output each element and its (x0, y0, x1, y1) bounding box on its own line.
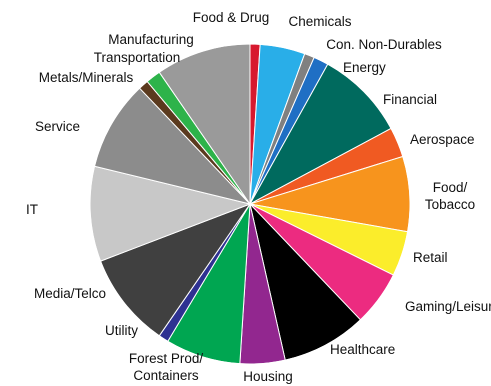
slice-label-metals-minerals: Metals/Minerals (39, 70, 134, 85)
pie-labels: Food & Drug Chemicals Con. Non-Durables Ene… (26, 10, 491, 384)
slice-label-service: Service (35, 119, 80, 134)
slice-label-transportation: Transportation (94, 50, 181, 65)
pie-outline (89, 43, 411, 365)
slice-label-chemicals: Chemicals (288, 14, 351, 29)
slice-label-retail: Retail (413, 250, 448, 265)
slice-label-housing: Housing (243, 369, 293, 384)
slice-label-media-telco: Media/Telco (34, 286, 106, 301)
slice-label-forest-prod-containers: Forest Prod/Containers (129, 351, 204, 383)
slice-label-line: Food/ (433, 180, 468, 195)
slice-label-line: Containers (133, 368, 199, 383)
slice-label-food-drug: Food & Drug (193, 10, 270, 25)
slice-label-line: Tobacco (425, 197, 475, 212)
slice-label-financial: Financial (383, 92, 437, 107)
slice-label-energy: Energy (343, 60, 386, 75)
slice-label-utility: Utility (105, 323, 138, 338)
pie-slices (89, 43, 411, 365)
slice-label-line: Forest Prod/ (129, 351, 204, 366)
slice-label-aerospace: Aerospace (410, 132, 475, 147)
slice-label-healthcare: Healthcare (330, 342, 395, 357)
slice-label-it: IT (26, 202, 38, 217)
slice-label-food-tobacco: Food/Tobacco (425, 180, 475, 212)
slice-label-con-non-durables: Con. Non-Durables (326, 37, 442, 52)
slice-label-gaming-leisure: Gaming/Leisure (405, 299, 491, 314)
slice-label-manufacturing: Manufacturing (108, 32, 194, 47)
